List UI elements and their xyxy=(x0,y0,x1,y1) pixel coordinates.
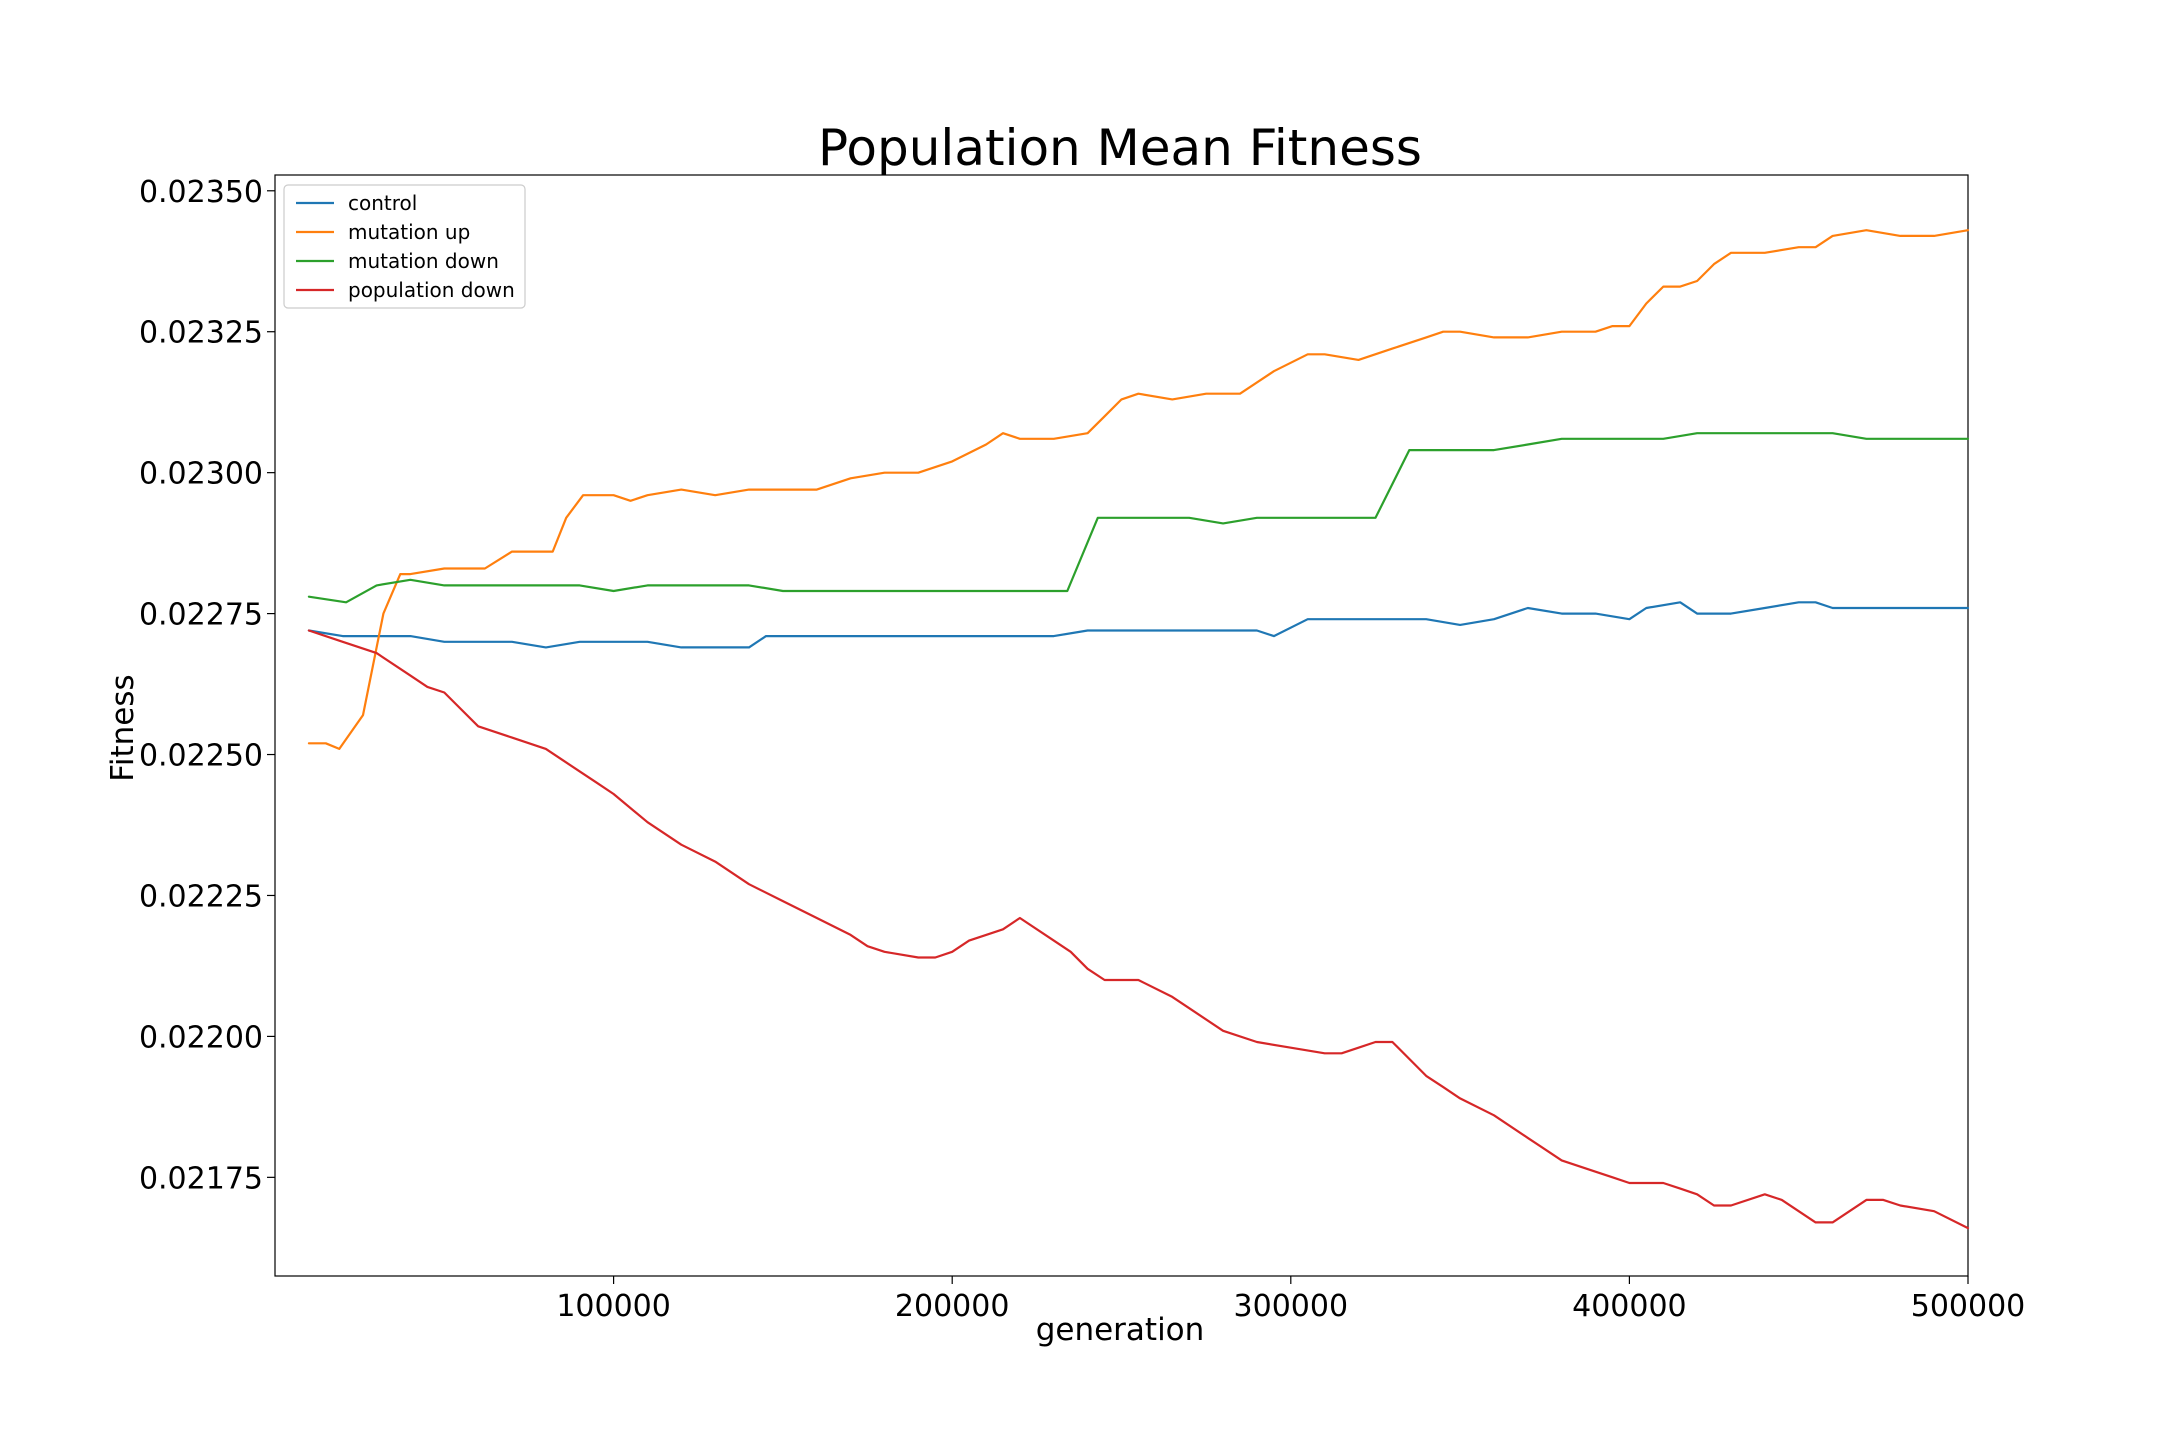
y-tick-label: 0.02325 xyxy=(139,316,263,351)
legend-box xyxy=(283,184,526,309)
series-line-mutation-down xyxy=(307,432,1970,604)
plot-area-frame xyxy=(274,174,1969,1277)
y-tick-label: 0.02250 xyxy=(139,739,263,774)
x-tick-label: 100000 xyxy=(556,1289,671,1324)
series-line-control xyxy=(307,601,1970,649)
y-axis-label: Fitness xyxy=(105,674,141,781)
series-layer xyxy=(307,229,1970,1230)
y-tick-label: 0.02275 xyxy=(139,598,263,633)
x-axis-label: generation xyxy=(1036,1312,1205,1348)
x-tick-label: 300000 xyxy=(1234,1289,1349,1324)
y-tick-label: 0.02300 xyxy=(139,457,263,492)
y-tick-label: 0.02225 xyxy=(139,879,263,914)
x-tick-label: 400000 xyxy=(1572,1289,1687,1324)
y-tick-label: 0.02350 xyxy=(139,175,263,210)
legend-label: population down xyxy=(348,278,515,302)
legend: control mutation up mutation down populatio… xyxy=(283,184,526,309)
legend-entries: control mutation up mutation down populatio… xyxy=(296,191,515,302)
x-tick-label: 500000 xyxy=(1911,1289,2026,1324)
legend-label: mutation down xyxy=(348,249,499,273)
chart-title: Population Mean Fitness xyxy=(818,119,1422,177)
y-axis-ticks: 0.02175 0.02200 0.02225 0.02250 0.02275 0.023… xyxy=(139,175,275,1196)
x-tick-label: 200000 xyxy=(895,1289,1010,1324)
y-tick-label: 0.02175 xyxy=(139,1161,263,1196)
series-line-population-down xyxy=(307,629,1970,1230)
y-tick-label: 0.02200 xyxy=(139,1020,263,1055)
series-line-mutation-up xyxy=(307,229,1970,751)
legend-label: control xyxy=(348,191,417,215)
legend-label: mutation up xyxy=(348,220,470,244)
x-axis-ticks: 100000 200000 300000 400000 500000 xyxy=(556,1276,2025,1324)
